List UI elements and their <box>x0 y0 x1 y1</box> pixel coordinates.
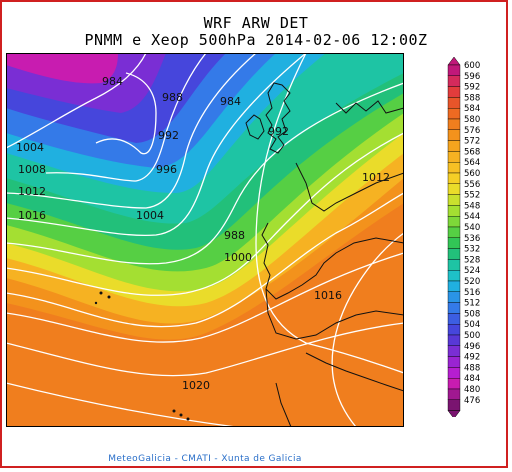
colorbar-swatch <box>447 334 461 347</box>
colorbar-label: 552 <box>464 191 480 201</box>
colorbar-swatch <box>447 280 461 293</box>
colorbar-swatch <box>447 215 461 228</box>
colorbar-swatch <box>447 324 461 336</box>
colorbar-label: 548 <box>464 201 480 211</box>
colorbar-swatch <box>447 97 461 109</box>
contour-label: 988 <box>162 91 183 104</box>
contour-label: 992 <box>268 125 289 138</box>
britain-coast <box>265 82 291 154</box>
contour-label: 984 <box>102 75 123 88</box>
colorbar-label: 564 <box>464 158 480 168</box>
colorbar-swatch <box>447 378 461 390</box>
colorbar-label: 520 <box>464 277 480 287</box>
colorbar-swatch <box>447 269 461 282</box>
contour-label: 1012 <box>362 171 390 184</box>
colorbar-swatch <box>447 194 461 206</box>
contour-label: 1004 <box>16 141 44 154</box>
weather-map: 984 988 984 992 992 996 1004 1008 1012 1… <box>6 53 404 427</box>
colorbar-label: 592 <box>464 83 480 93</box>
colorbar-label: 508 <box>464 309 480 319</box>
contour-label: 996 <box>156 163 177 176</box>
colorbar-swatch <box>447 140 461 152</box>
colorbar-label: 524 <box>464 266 480 276</box>
colorbar-label: 488 <box>464 363 480 373</box>
colorbar-label: 484 <box>464 374 480 384</box>
contour-label: 1016 <box>314 289 342 302</box>
colorbar-swatch <box>447 399 461 411</box>
contour-label: 1004 <box>136 209 164 222</box>
colorbar-label: 556 <box>464 180 480 190</box>
colorbar-label: 560 <box>464 169 480 179</box>
colorbar-label: 500 <box>464 331 480 341</box>
colorbar-swatch <box>447 302 461 314</box>
contour-label: 984 <box>220 95 241 108</box>
colorbar-swatch <box>447 86 461 98</box>
islands <box>94 291 190 421</box>
coastlines <box>245 82 404 427</box>
map-border <box>6 53 404 427</box>
colorbar-swatch <box>447 151 461 163</box>
colorbar-label: 600 <box>464 61 480 71</box>
colorbar-label: 496 <box>464 342 480 352</box>
colorbar-label: 588 <box>464 93 480 103</box>
colorbar-swatch <box>447 183 461 195</box>
figure-title: WRF ARW DET <box>203 14 309 32</box>
colorbar-arrow-top <box>447 57 461 66</box>
colorbar-swatch <box>447 291 461 303</box>
colorbar-label: 580 <box>464 115 480 125</box>
colorbar-label: 544 <box>464 212 480 222</box>
colorbar-label: 516 <box>464 288 480 298</box>
contour-labels: 984 988 984 992 992 996 1004 1008 1012 1… <box>16 75 390 392</box>
colorbar-label: 568 <box>464 147 480 157</box>
colorbar-label: 596 <box>464 72 480 82</box>
contour-label: 1012 <box>18 185 46 198</box>
colorbar-swatch <box>447 367 461 379</box>
isobars <box>6 53 404 427</box>
colorbar-swatch <box>447 172 461 185</box>
contour-label: 988 <box>224 229 245 242</box>
colorbar-label: 480 <box>464 385 480 395</box>
ireland-coast <box>245 114 265 140</box>
contour-label: 1020 <box>182 379 210 392</box>
contour-label: 1008 <box>18 163 46 176</box>
colorbar-swatch <box>447 108 461 120</box>
colorbar-swatch <box>447 64 461 77</box>
colorbar-swatch <box>447 345 461 357</box>
colorbar-swatch <box>447 118 461 131</box>
colorbar-arrow-bottom <box>447 410 461 417</box>
colorbar-swatch <box>447 388 461 401</box>
colorbar-label: 492 <box>464 353 480 363</box>
colorbar-label: 476 <box>464 396 480 406</box>
colorbar: 6005965925885845805765725685645605565525… <box>447 57 480 417</box>
contour-label: 992 <box>158 129 179 142</box>
colorbar-swatch <box>447 161 461 174</box>
colorbar-label: 512 <box>464 299 480 309</box>
footer-credit: MeteoGalicia - CMATI - Xunta de Galicia <box>108 454 302 464</box>
colorbar-label: 528 <box>464 255 480 265</box>
colorbar-label: 540 <box>464 223 480 233</box>
colorbar-label: 532 <box>464 245 480 255</box>
figure-subtitle: PNMM e Xeop 500hPa 2014-02-06 12:00Z <box>84 31 428 49</box>
colorbar-label: 576 <box>464 126 480 136</box>
colorbar-label: 536 <box>464 234 480 244</box>
colorbar-swatch <box>447 313 461 325</box>
colorbar-label: 572 <box>464 137 480 147</box>
colorbar-label: 584 <box>464 104 480 114</box>
colorbar-label: 504 <box>464 320 480 330</box>
colorbar-swatch <box>447 237 461 249</box>
colorbar-swatch <box>447 75 461 87</box>
field-band-cold <box>6 53 118 84</box>
contour-label: 1016 <box>18 209 46 222</box>
colorbar-swatch <box>447 248 461 260</box>
contour-label: 1000 <box>224 251 252 264</box>
colorbar-swatch <box>447 205 461 217</box>
colorbar-swatch <box>447 356 461 368</box>
colorbar-swatch <box>447 226 461 239</box>
colorbar-swatch <box>447 129 461 141</box>
colorbar-swatch <box>447 259 461 271</box>
